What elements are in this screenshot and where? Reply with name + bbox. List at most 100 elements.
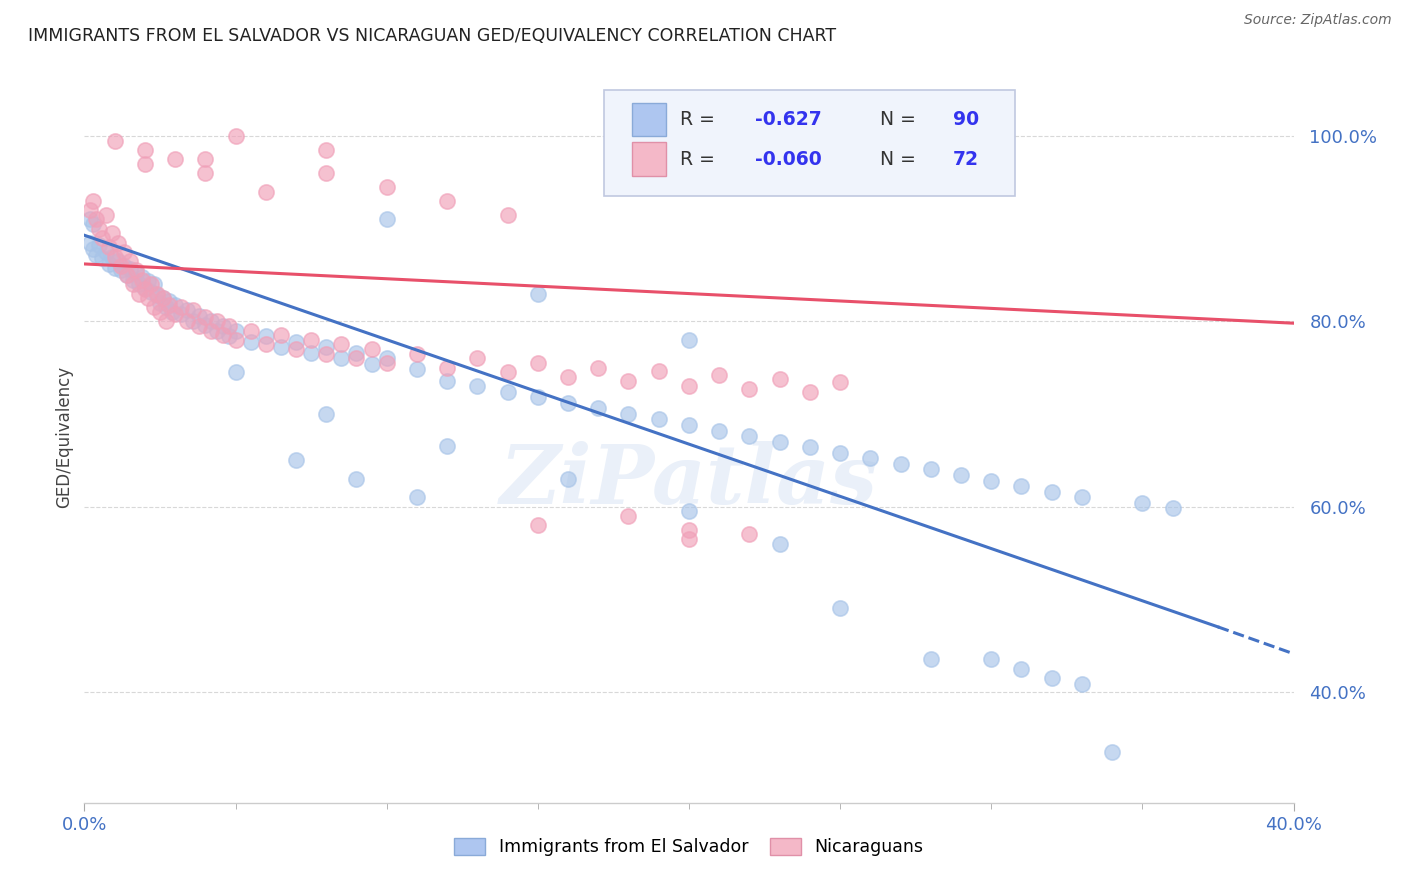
Point	[375, 351, 398, 366]
Point	[830, 446, 852, 460]
Point	[146, 288, 169, 302]
Point	[239, 324, 262, 338]
Point	[225, 365, 247, 379]
Point	[346, 472, 368, 486]
Point	[218, 318, 240, 333]
Point	[212, 328, 235, 343]
Point	[436, 439, 458, 453]
Point	[1071, 490, 1094, 504]
Point	[107, 235, 129, 250]
Point	[950, 468, 973, 483]
Point	[149, 295, 172, 310]
Point	[588, 360, 610, 375]
Point	[769, 372, 792, 386]
Point	[406, 362, 429, 376]
Point	[830, 601, 852, 615]
Point	[799, 384, 821, 399]
Point	[94, 208, 117, 222]
Point	[136, 274, 159, 288]
Point	[980, 474, 1002, 488]
Point	[709, 368, 731, 382]
Point	[112, 244, 135, 259]
Text: N =: N =	[868, 110, 922, 129]
Point	[920, 652, 942, 666]
Point	[194, 310, 217, 324]
Point	[406, 490, 429, 504]
Point	[709, 424, 731, 438]
Y-axis label: GED/Equivalency: GED/Equivalency	[55, 366, 73, 508]
Point	[467, 351, 489, 366]
Point	[104, 134, 127, 148]
Point	[648, 364, 671, 378]
Point	[82, 194, 104, 208]
Point	[110, 259, 132, 273]
Point	[194, 166, 217, 180]
Point	[678, 504, 700, 518]
Text: R =: R =	[681, 110, 721, 129]
Point	[769, 536, 792, 550]
Point	[170, 301, 193, 315]
Point	[89, 238, 111, 252]
Point	[557, 472, 579, 486]
Point	[436, 360, 458, 375]
Point	[104, 260, 127, 275]
Point	[128, 277, 150, 292]
Point	[1101, 745, 1123, 759]
Point	[181, 314, 204, 328]
Point	[436, 374, 458, 388]
Point	[86, 212, 108, 227]
Point	[1040, 484, 1063, 499]
Point	[285, 334, 308, 349]
Point	[315, 166, 337, 180]
Point	[678, 418, 700, 433]
Point	[920, 462, 942, 476]
Point	[139, 277, 162, 292]
Point	[212, 318, 235, 333]
Point	[188, 318, 211, 333]
Point	[315, 340, 337, 354]
Point	[125, 266, 148, 280]
Text: N =: N =	[868, 150, 922, 169]
Point	[149, 305, 172, 319]
Text: -0.060: -0.060	[755, 150, 823, 169]
Point	[859, 451, 882, 466]
Point	[134, 281, 156, 295]
Point	[155, 301, 177, 315]
Point	[155, 314, 177, 328]
Point	[678, 523, 700, 537]
Point	[157, 293, 180, 308]
Point	[152, 291, 174, 305]
Point	[115, 268, 138, 282]
Point	[142, 301, 165, 315]
Point	[330, 337, 353, 351]
Text: Source: ZipAtlas.com: Source: ZipAtlas.com	[1244, 13, 1392, 28]
Point	[207, 324, 229, 338]
Point	[678, 333, 700, 347]
Text: 72: 72	[952, 150, 979, 169]
Point	[315, 407, 337, 421]
Point	[648, 412, 671, 426]
Point	[136, 291, 159, 305]
Point	[128, 286, 150, 301]
Point	[1040, 671, 1063, 685]
Point	[91, 231, 114, 245]
Point	[738, 527, 761, 541]
Point	[100, 250, 122, 264]
Point	[617, 508, 640, 523]
Point	[254, 337, 277, 351]
Point	[375, 180, 398, 194]
Point	[115, 268, 138, 282]
Point	[496, 384, 519, 399]
Point	[121, 273, 143, 287]
Point	[79, 235, 101, 250]
Point	[527, 518, 550, 533]
Point	[496, 208, 519, 222]
Point	[94, 244, 117, 259]
Point	[1071, 677, 1094, 691]
Point	[285, 342, 308, 356]
Point	[346, 351, 368, 366]
Point	[467, 379, 489, 393]
FancyBboxPatch shape	[605, 90, 1015, 195]
Point	[139, 285, 162, 299]
Point	[125, 263, 148, 277]
